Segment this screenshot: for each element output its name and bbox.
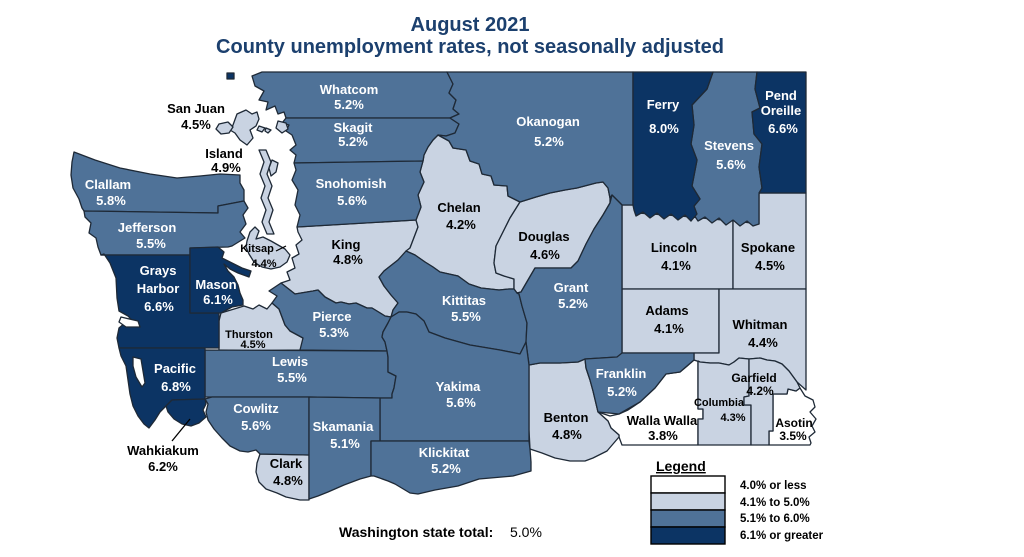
svg-text:4.1%: 4.1% [654, 321, 684, 336]
svg-text:5.6%: 5.6% [337, 193, 367, 208]
svg-text:8.0%: 8.0% [649, 121, 679, 136]
svg-text:Grant: Grant [554, 280, 589, 295]
svg-text:Washington state total:: Washington state total: [339, 524, 493, 540]
svg-text:6.8%: 6.8% [161, 379, 191, 394]
svg-text:5.8%: 5.8% [96, 193, 126, 208]
svg-text:6.2%: 6.2% [148, 459, 178, 474]
svg-text:5.2%: 5.2% [431, 461, 461, 476]
svg-text:5.5%: 5.5% [451, 309, 481, 324]
svg-text:4.5%: 4.5% [755, 258, 785, 273]
svg-text:4.0% or less: 4.0% or less [740, 480, 806, 492]
svg-text:4.5%: 4.5% [181, 117, 211, 132]
svg-text:5.0%: 5.0% [510, 524, 542, 540]
svg-text:Chelan: Chelan [437, 200, 480, 215]
svg-text:Skagit: Skagit [333, 120, 373, 135]
svg-text:5.2%: 5.2% [534, 134, 564, 149]
svg-text:Pierce: Pierce [312, 309, 351, 324]
svg-text:Oreille: Oreille [761, 103, 801, 118]
svg-text:6.1% or greater: 6.1% or greater [740, 530, 824, 542]
svg-text:Klickitat: Klickitat [419, 445, 470, 460]
svg-text:5.2%: 5.2% [334, 97, 364, 112]
svg-text:Kittitas: Kittitas [442, 293, 486, 308]
svg-text:6.1%: 6.1% [203, 292, 233, 307]
svg-text:Skamania: Skamania [313, 419, 374, 434]
svg-text:5.5%: 5.5% [136, 236, 166, 251]
svg-text:Clallam: Clallam [85, 177, 131, 192]
svg-text:Lincoln: Lincoln [651, 240, 697, 255]
svg-text:4.9%: 4.9% [211, 160, 241, 175]
svg-text:Kitsap: Kitsap [240, 243, 274, 255]
svg-text:5.6%: 5.6% [241, 418, 271, 433]
svg-text:Adams: Adams [645, 303, 688, 318]
svg-text:5.1%: 5.1% [330, 436, 360, 451]
svg-text:Mason: Mason [195, 277, 236, 292]
svg-text:5.1% to 6.0%: 5.1% to 6.0% [740, 513, 810, 525]
svg-text:Snohomish: Snohomish [316, 176, 387, 191]
svg-text:Stevens: Stevens [704, 138, 754, 153]
svg-text:Yakima: Yakima [436, 379, 482, 394]
svg-text:6.6%: 6.6% [144, 299, 174, 314]
svg-text:Garfield: Garfield [731, 371, 776, 385]
svg-text:Pacific: Pacific [154, 361, 196, 376]
svg-text:4.3%: 4.3% [720, 412, 745, 424]
svg-text:Douglas: Douglas [518, 229, 569, 244]
svg-text:3.8%: 3.8% [648, 428, 678, 443]
svg-text:5.3%: 5.3% [319, 325, 349, 340]
svg-text:Ferry: Ferry [647, 97, 680, 112]
svg-text:Whitman: Whitman [733, 317, 788, 332]
svg-text:4.8%: 4.8% [273, 473, 303, 488]
svg-text:San Juan: San Juan [167, 101, 225, 116]
svg-text:4.5%: 4.5% [240, 339, 265, 351]
svg-text:King: King [332, 237, 361, 252]
svg-text:5.2%: 5.2% [338, 134, 368, 149]
svg-text:Whatcom: Whatcom [320, 82, 379, 97]
svg-text:Island: Island [205, 146, 243, 161]
svg-text:5.2%: 5.2% [607, 384, 637, 399]
svg-text:Columbia: Columbia [694, 397, 745, 409]
svg-text:3.5%: 3.5% [779, 429, 807, 443]
svg-text:Clark: Clark [270, 456, 303, 471]
svg-text:Wahkiakum: Wahkiakum [127, 443, 199, 458]
svg-text:Grays: Grays [140, 263, 177, 278]
svg-text:6.6%: 6.6% [768, 121, 798, 136]
svg-text:Legend: Legend [656, 458, 706, 474]
svg-text:4.1% to 5.0%: 4.1% to 5.0% [740, 497, 810, 509]
svg-text:Cowlitz: Cowlitz [233, 401, 279, 416]
svg-text:5.5%: 5.5% [277, 370, 307, 385]
svg-text:4.4%: 4.4% [748, 335, 778, 350]
svg-text:4.2%: 4.2% [746, 384, 774, 398]
svg-text:Walla Walla: Walla Walla [627, 413, 698, 428]
svg-text:Pend: Pend [765, 88, 797, 103]
svg-text:4.1%: 4.1% [661, 258, 691, 273]
svg-text:5.6%: 5.6% [446, 395, 476, 410]
svg-text:4.8%: 4.8% [333, 252, 363, 267]
svg-text:Harbor: Harbor [137, 281, 180, 296]
svg-text:4.6%: 4.6% [530, 247, 560, 262]
svg-text:4.4%: 4.4% [251, 258, 276, 270]
svg-text:4.2%: 4.2% [446, 217, 476, 232]
svg-text:4.8%: 4.8% [552, 427, 582, 442]
svg-text:Thurston: Thurston [225, 329, 273, 341]
svg-text:Franklin: Franklin [596, 366, 647, 381]
svg-text:Jefferson: Jefferson [118, 220, 177, 235]
svg-text:Asotin: Asotin [775, 416, 812, 430]
svg-text:Lewis: Lewis [272, 354, 308, 369]
svg-text:5.6%: 5.6% [716, 157, 746, 172]
svg-text:Okanogan: Okanogan [516, 114, 580, 129]
svg-text:5.2%: 5.2% [558, 296, 588, 311]
svg-text:Spokane: Spokane [741, 240, 795, 255]
svg-text:Benton: Benton [544, 410, 589, 425]
